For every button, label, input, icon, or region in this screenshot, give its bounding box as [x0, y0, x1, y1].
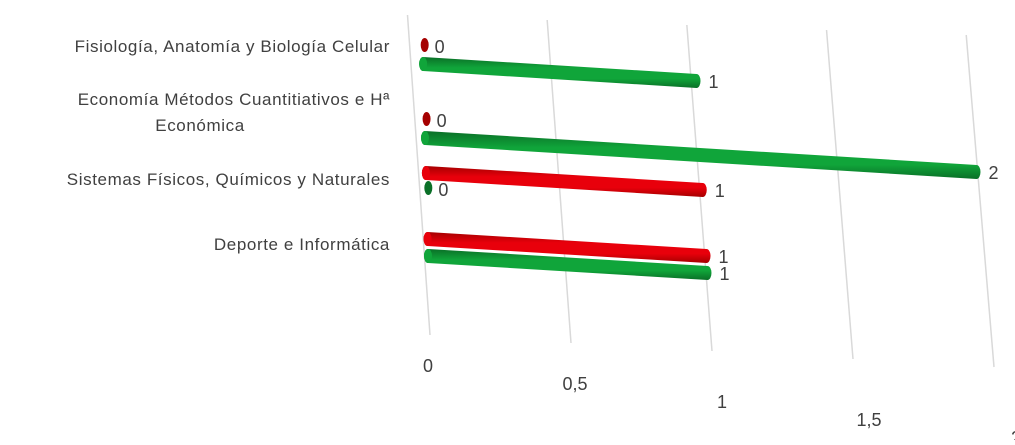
category-labels: Fisiología, Anatomía y Biología Celular E… [67, 37, 390, 254]
x-tick-label: 0,5 [562, 374, 587, 394]
category-label: Economía Métodos Cuantitiativos e Hª Econ… [78, 90, 390, 135]
x-tick-label: 0 [423, 356, 433, 376]
x-tick-label: 1,5 [856, 410, 881, 430]
bar-series0 [422, 112, 431, 126]
svg-text:Economía Métodos Cuantitiativo: Economía Métodos Cuantitiativos e Hª [78, 90, 390, 109]
data-label-series1: 1 [719, 264, 729, 284]
gridline-4 [965, 34, 995, 368]
x-tick-label: 2 [1011, 428, 1015, 440]
category-label: Deporte e Informática [214, 235, 390, 254]
bar-series1 [419, 57, 701, 88]
bar-series1 [423, 249, 712, 280]
svg-text:Fisiología, Anatomía y Biologí: Fisiología, Anatomía y Biología Celular [75, 37, 390, 56]
bar-series0 [421, 166, 707, 197]
bars [419, 38, 981, 280]
data-label-series0: 1 [715, 181, 725, 201]
bar-series0 [420, 38, 429, 52]
bar-series0 [423, 232, 711, 263]
bar-series1 [420, 131, 981, 179]
data-label-series0: 0 [437, 111, 447, 131]
data-label-series1: 2 [988, 163, 998, 183]
gridline-0 [406, 14, 431, 336]
x-tick-label: 1 [717, 392, 727, 412]
svg-text:Económica: Económica [155, 116, 245, 135]
svg-text:Sistemas Físicos, Químicos y N: Sistemas Físicos, Químicos y Naturales [67, 170, 390, 189]
category-label: Sistemas Físicos, Químicos y Naturales [67, 170, 390, 189]
category-label: Fisiología, Anatomía y Biología Celular [75, 37, 390, 56]
data-label-series1: 1 [709, 72, 719, 92]
gridline-3 [825, 29, 854, 360]
svg-text:Deporte e Informática: Deporte e Informática [214, 235, 390, 254]
data-label-series1: 0 [438, 180, 448, 200]
data-label-series0: 0 [435, 37, 445, 57]
bar-series1 [424, 181, 433, 195]
data-label-series0: 1 [719, 247, 729, 267]
x-axis-ticks: 0 0,5 1 1,5 2 [423, 356, 1015, 445]
